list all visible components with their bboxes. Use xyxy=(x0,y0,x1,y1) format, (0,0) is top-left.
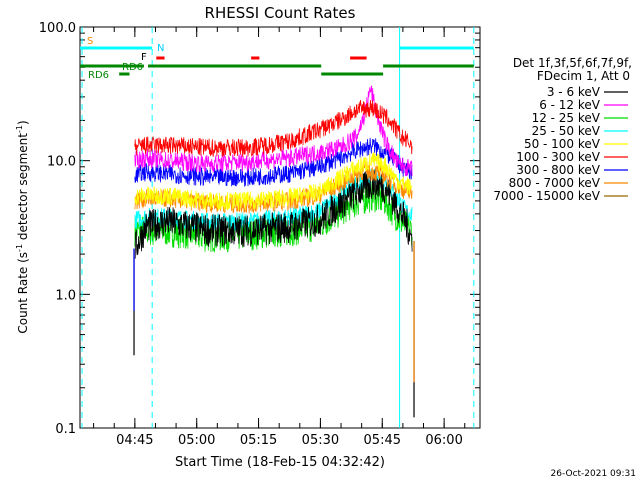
series-line xyxy=(134,137,413,187)
state-bar-rd6 xyxy=(148,64,322,68)
state-marker-label: F xyxy=(141,52,147,63)
y-tick-label: 10.0 xyxy=(47,155,76,170)
state-marker-label: S xyxy=(87,36,93,47)
series-line xyxy=(134,168,413,259)
chart-title: RHESSI Count Rates xyxy=(205,4,356,22)
state-bar-saa xyxy=(399,46,474,50)
state-marker-label: RD6 xyxy=(122,62,143,73)
x-tick-label: 05:15 xyxy=(240,433,277,448)
state-bar-saa xyxy=(80,46,153,50)
y-axis-label: Count Rate (s-1 detector segment-1) xyxy=(15,120,30,333)
legend-entry-label: 7000 - 15000 keV xyxy=(493,189,600,203)
state-bars xyxy=(80,46,474,76)
state-marker-label: RD6 xyxy=(88,70,109,81)
x-tick-label: 05:30 xyxy=(302,433,339,448)
plot-frame xyxy=(79,26,481,429)
series-line xyxy=(134,85,413,177)
state-bar-flare xyxy=(350,56,367,60)
state-bar-rd6 xyxy=(80,64,144,68)
y-label-part: Count Rate (s xyxy=(16,252,30,334)
series-line xyxy=(134,99,413,158)
x-tick-label: 05:00 xyxy=(178,433,215,448)
y-tick-label: 0.1 xyxy=(55,422,76,437)
state-bar-rd6 xyxy=(383,64,474,68)
x-tick-label: 04:45 xyxy=(116,433,153,448)
legend-entry-label: 12 - 25 keV xyxy=(532,111,601,125)
y-label-part: ) xyxy=(16,120,30,125)
x-tick-label: 06:00 xyxy=(425,433,462,448)
state-bar-rd6-low xyxy=(321,72,384,76)
legend-entry-label: 25 - 50 keV xyxy=(532,124,601,138)
legend-entry-label: 3 - 6 keV xyxy=(547,85,601,99)
state-marker-label: N xyxy=(157,43,164,54)
legend-entry-label: 300 - 800 keV xyxy=(516,163,600,177)
legend: Det 1f,3f,5f,6f,7f,9f, FDecim 1, Att 0 3… xyxy=(493,56,632,203)
y-tick-label: 100.0 xyxy=(39,21,76,36)
footer-date: 26-Oct-2021 09:31 xyxy=(551,469,636,479)
state-bar-flare xyxy=(156,56,165,60)
x-axis-label: Start Time (18-Feb-15 04:32:42) xyxy=(175,455,385,470)
drop-points xyxy=(133,241,415,418)
y-label-sup: -1 xyxy=(15,244,24,252)
legend-entry-label: 50 - 100 keV xyxy=(524,137,601,151)
state-bar-rd6-low xyxy=(119,72,130,76)
legend-entry-label: 800 - 7000 keV xyxy=(509,176,601,190)
x-tick-label: 05:45 xyxy=(364,433,401,448)
series-line xyxy=(134,179,413,253)
series-line xyxy=(134,152,413,211)
legend-header-line: Det 1f,3f,5f,6f,7f,9f, xyxy=(513,56,632,70)
legend-entry-label: 6 - 12 keV xyxy=(539,98,601,112)
series-lines xyxy=(134,85,413,259)
axes: 0.1 1.0 10.0 100.0 04:45 05:00 05:15 05:30 05:45… xyxy=(39,21,480,448)
legend-entry-label: 100 - 300 keV xyxy=(516,150,600,164)
legend-header-line: FDecim 1, Att 0 xyxy=(537,69,630,83)
state-bar-flare xyxy=(251,56,260,60)
y-label-sup: -1 xyxy=(15,125,24,133)
y-label-part: detector segment xyxy=(16,133,30,244)
y-tick-label: 1.0 xyxy=(55,288,76,303)
